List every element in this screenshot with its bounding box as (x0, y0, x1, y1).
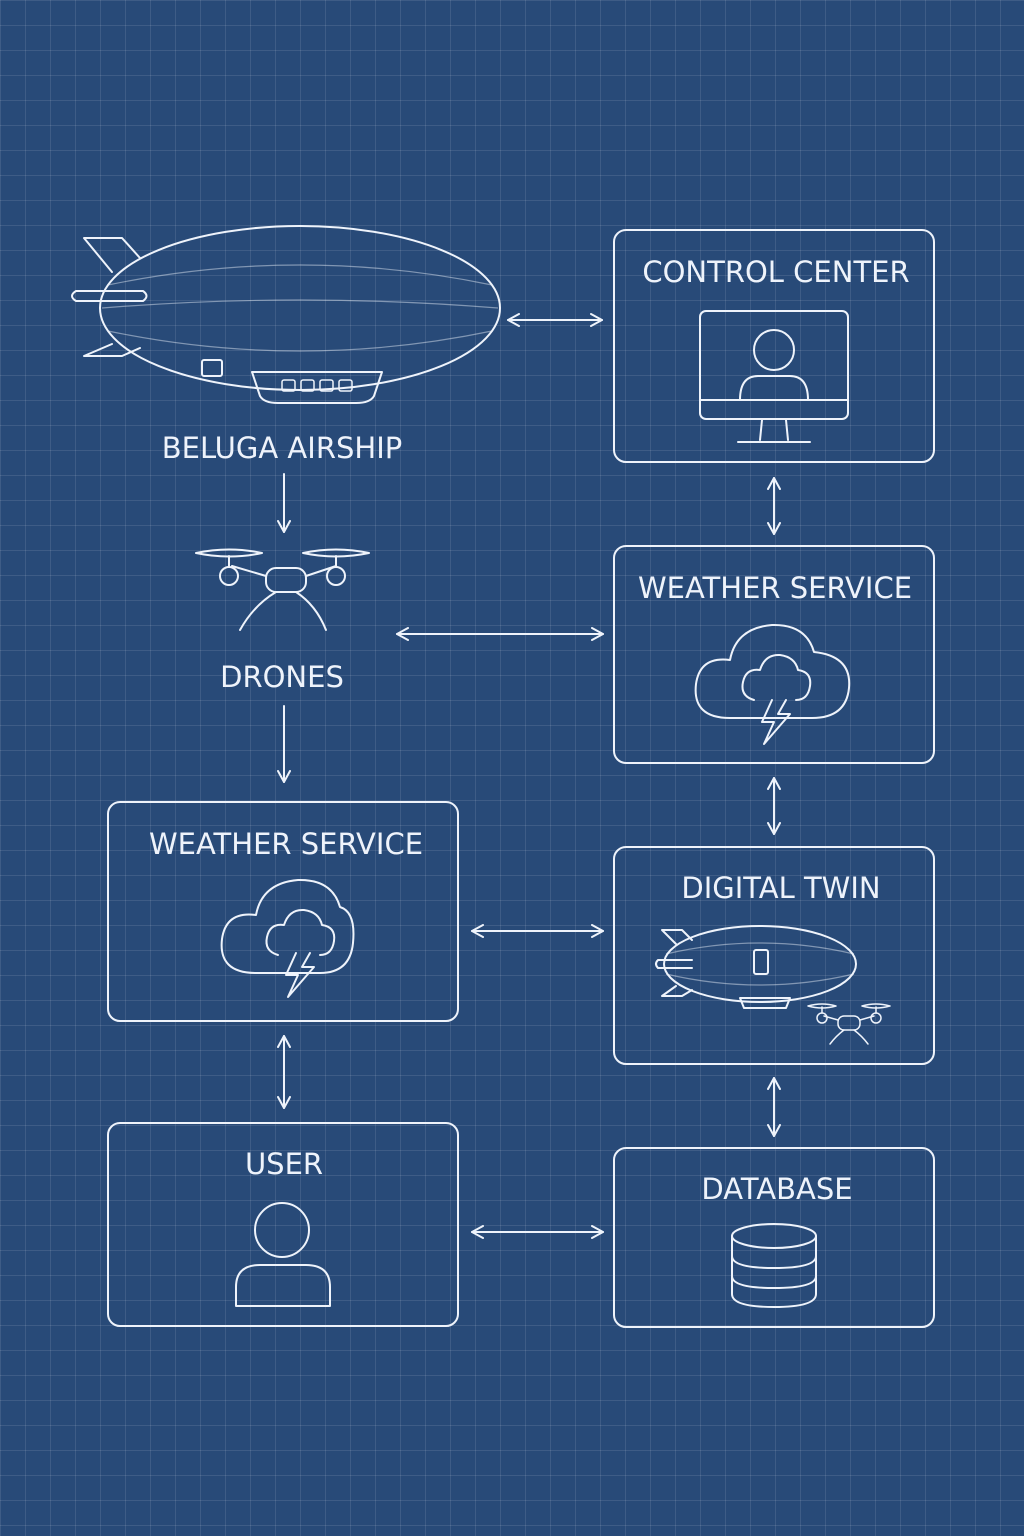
storm-cloud-icon (694, 623, 851, 745)
drones-label: DRONES (220, 660, 344, 694)
monitor-user-icon (699, 310, 849, 443)
weather-service-left-box (107, 801, 459, 1022)
node-digital-twin[interactable]: DIGITAL TWIN (613, 846, 935, 1065)
storm-cloud-icon (220, 878, 355, 998)
node-control-center[interactable]: CONTROL CENTER (613, 229, 935, 463)
digital-twin-label: DIGITAL TWIN (681, 871, 880, 905)
control-center-label: CONTROL CENTER (642, 255, 909, 289)
drone-icon (195, 548, 370, 631)
node-drones[interactable]: DRONES (195, 548, 370, 695)
user-label: USER (245, 1147, 323, 1181)
weather-service-right-box (613, 545, 935, 764)
node-user[interactable]: USER (107, 1122, 459, 1327)
control-center-box (613, 229, 935, 463)
node-weather-service-right[interactable]: WEATHER SERVICE (613, 545, 935, 764)
weather-service-left-label: WEATHER SERVICE (149, 827, 423, 861)
database-box (613, 1147, 935, 1328)
airship-icon (71, 225, 501, 404)
connectors (277, 313, 781, 1239)
node-database[interactable]: DATABASE (613, 1147, 935, 1328)
weather-service-right-label: WEATHER SERVICE (638, 571, 912, 605)
database-label: DATABASE (701, 1172, 852, 1206)
database-icon (731, 1223, 817, 1308)
node-beluga-airship[interactable]: BELUGA AIRSHIP (71, 225, 501, 465)
node-weather-service-left[interactable]: WEATHER SERVICE (107, 801, 459, 1022)
user-box (107, 1122, 459, 1327)
digital-twin-box (613, 846, 935, 1065)
beluga-airship-label: BELUGA AIRSHIP (162, 431, 402, 465)
airship-drone-icon (655, 925, 891, 1045)
user-icon (235, 1202, 331, 1307)
